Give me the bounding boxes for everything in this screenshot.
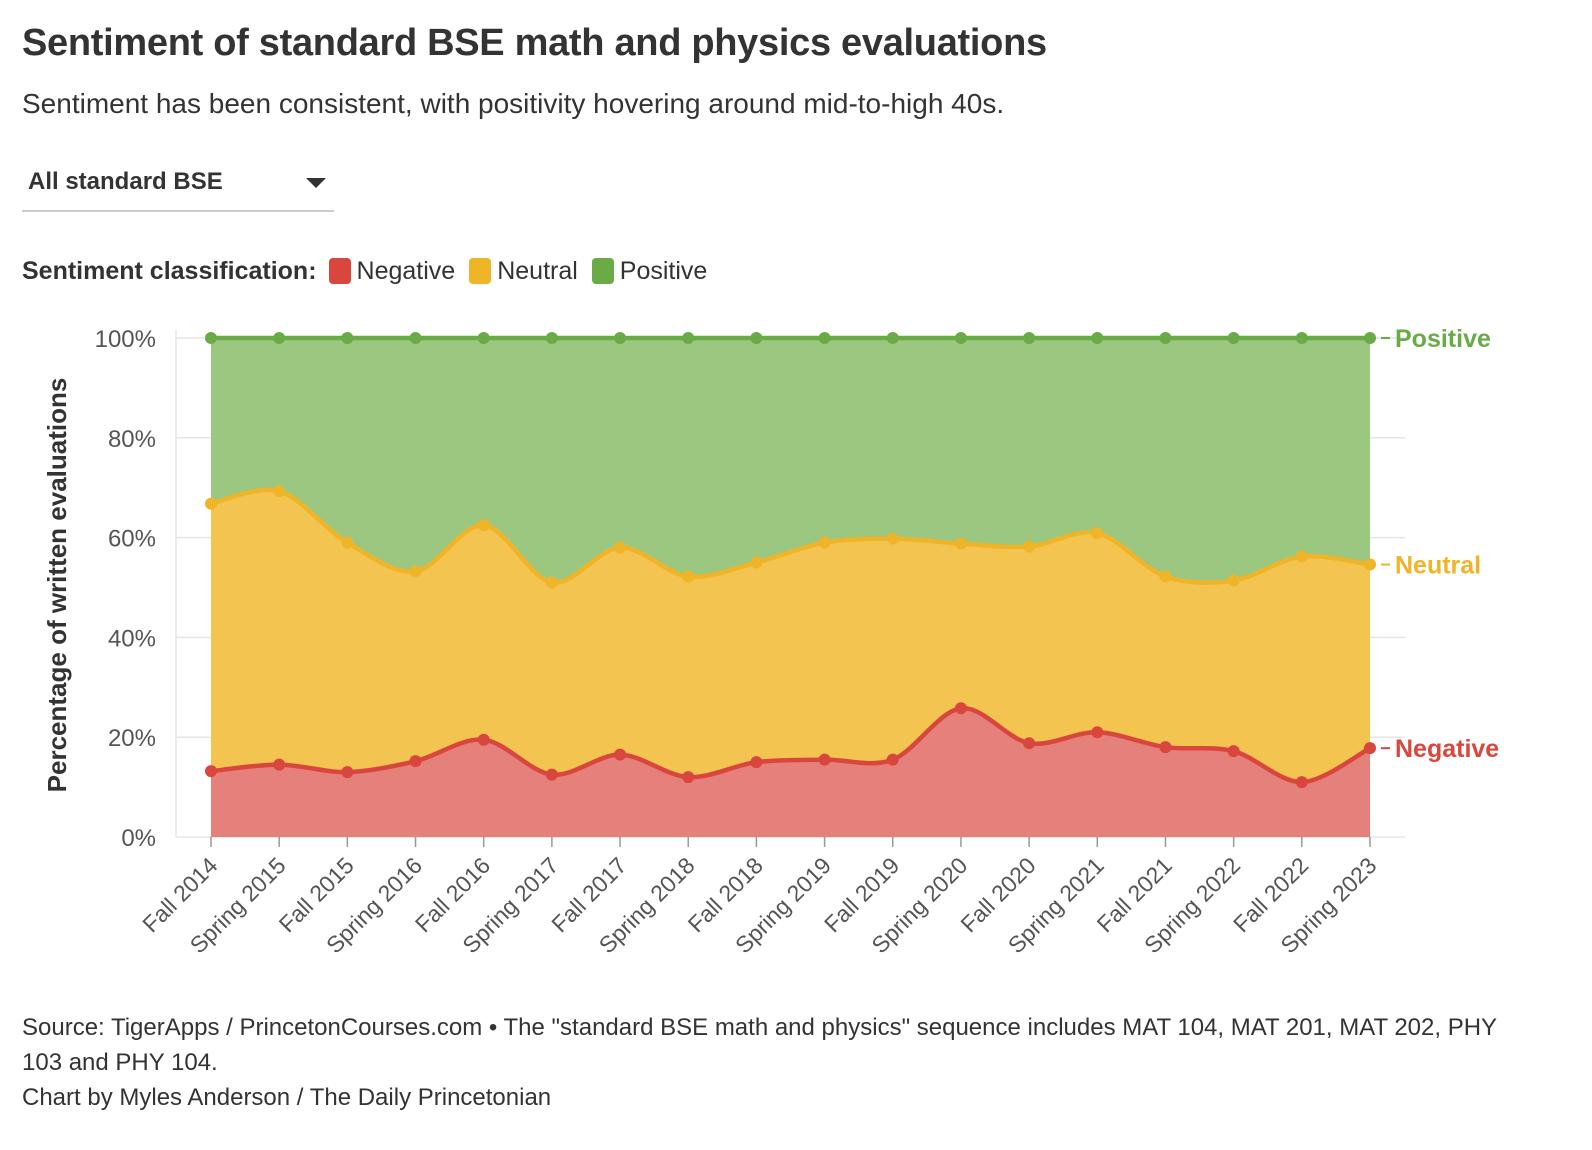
data-point-negative (545, 768, 558, 781)
footer: Source: TigerApps / PrincetonCourses.com… (22, 1010, 1532, 1115)
legend-swatch-positive (591, 258, 614, 284)
y-tick-label: 80% (108, 426, 156, 453)
data-point-positive (545, 332, 558, 344)
area-negative (211, 708, 1370, 837)
data-point-positive (205, 332, 217, 344)
data-point-positive (1159, 332, 1172, 344)
data-point-neutral (409, 565, 422, 578)
source-note: Source: TigerApps / PrincetonCourses.com… (22, 1014, 1497, 1076)
chart-title: Sentiment of standard BSE math and physi… (22, 22, 1047, 64)
data-point-negative (1295, 776, 1308, 789)
data-point-positive (477, 332, 490, 344)
data-point-negative (1364, 742, 1376, 755)
data-point-negative (1159, 741, 1172, 754)
data-point-neutral (1227, 574, 1240, 587)
data-point-positive (954, 332, 967, 344)
data-point-negative (614, 748, 627, 761)
data-point-positive (341, 332, 354, 344)
data-point-negative (818, 753, 831, 766)
chart-subtitle: Sentiment has been consistent, with posi… (22, 88, 1005, 119)
area-positive (211, 338, 1370, 583)
data-point-negative (682, 771, 695, 784)
data-point-neutral (1091, 527, 1104, 540)
data-point-neutral (818, 536, 831, 549)
y-tick-label: 20% (108, 725, 156, 752)
data-point-neutral (545, 576, 558, 589)
end-label-neutral: Neutral (1395, 552, 1481, 580)
data-point-neutral (205, 497, 217, 510)
y-tick-label: 100% (95, 326, 156, 353)
data-point-negative (1023, 737, 1036, 750)
end-label-negative: Negative (1395, 735, 1499, 763)
y-tick-label: 60% (108, 526, 156, 553)
data-point-negative (750, 756, 763, 769)
data-point-neutral (477, 519, 490, 532)
legend-label-negative: Negative (356, 256, 456, 285)
legend-swatch-neutral (469, 258, 492, 284)
data-point-positive (750, 332, 763, 344)
legend-item-negative[interactable]: Negative (328, 256, 456, 286)
data-point-neutral (1364, 558, 1376, 571)
chevron-down-icon (306, 178, 326, 188)
dropdown-selected-value: All standard BSE (28, 168, 223, 195)
legend-title: Sentiment classification: (22, 256, 317, 285)
end-label-positive: Positive (1395, 325, 1491, 353)
data-point-positive (1023, 332, 1036, 344)
data-point-neutral (886, 532, 899, 545)
y-tick-label: 0% (121, 825, 156, 852)
data-point-negative (273, 758, 286, 771)
data-point-positive (818, 332, 831, 344)
data-point-positive (1295, 332, 1308, 344)
course-filter-dropdown[interactable]: All standard BSE (22, 160, 334, 212)
legend-swatch-negative (328, 258, 351, 284)
data-point-neutral (682, 570, 695, 583)
legend: Sentiment classification: Negative Neutr… (22, 254, 721, 288)
data-point-negative (1227, 745, 1240, 758)
data-point-positive (614, 332, 627, 344)
data-point-positive (886, 332, 899, 344)
data-point-neutral (614, 541, 627, 554)
data-point-positive (409, 332, 422, 344)
legend-item-positive[interactable]: Positive (591, 256, 708, 286)
y-axis-title: Percentage of written evaluations (42, 378, 72, 793)
data-point-neutral (1023, 540, 1036, 553)
y-tick-label: 40% (108, 625, 156, 652)
data-point-positive (273, 332, 286, 344)
legend-label-neutral: Neutral (497, 256, 578, 285)
data-point-negative (954, 702, 967, 715)
data-point-positive (682, 332, 695, 344)
data-point-negative (1091, 726, 1104, 739)
data-point-positive (1227, 332, 1240, 344)
credit-note: Chart by Myles Anderson / The Daily Prin… (22, 1084, 552, 1111)
data-point-negative (205, 765, 217, 778)
data-point-neutral (1295, 550, 1308, 563)
area-neutral (211, 489, 1370, 783)
data-point-neutral (273, 485, 286, 498)
data-point-positive (1364, 332, 1376, 344)
data-point-negative (477, 733, 490, 746)
stacked-area-chart: 0% 20% 40% 60% 80% 100% Percentage of written … (42, 325, 1499, 958)
data-point-negative (409, 755, 422, 768)
data-point-positive (1091, 332, 1104, 344)
data-point-neutral (954, 537, 967, 550)
data-point-neutral (341, 536, 354, 549)
data-point-neutral (750, 556, 763, 569)
legend-label-positive: Positive (619, 256, 708, 285)
legend-item-neutral[interactable]: Neutral (469, 257, 578, 286)
data-point-negative (886, 753, 899, 766)
data-point-neutral (1159, 570, 1172, 583)
data-point-negative (341, 766, 354, 779)
